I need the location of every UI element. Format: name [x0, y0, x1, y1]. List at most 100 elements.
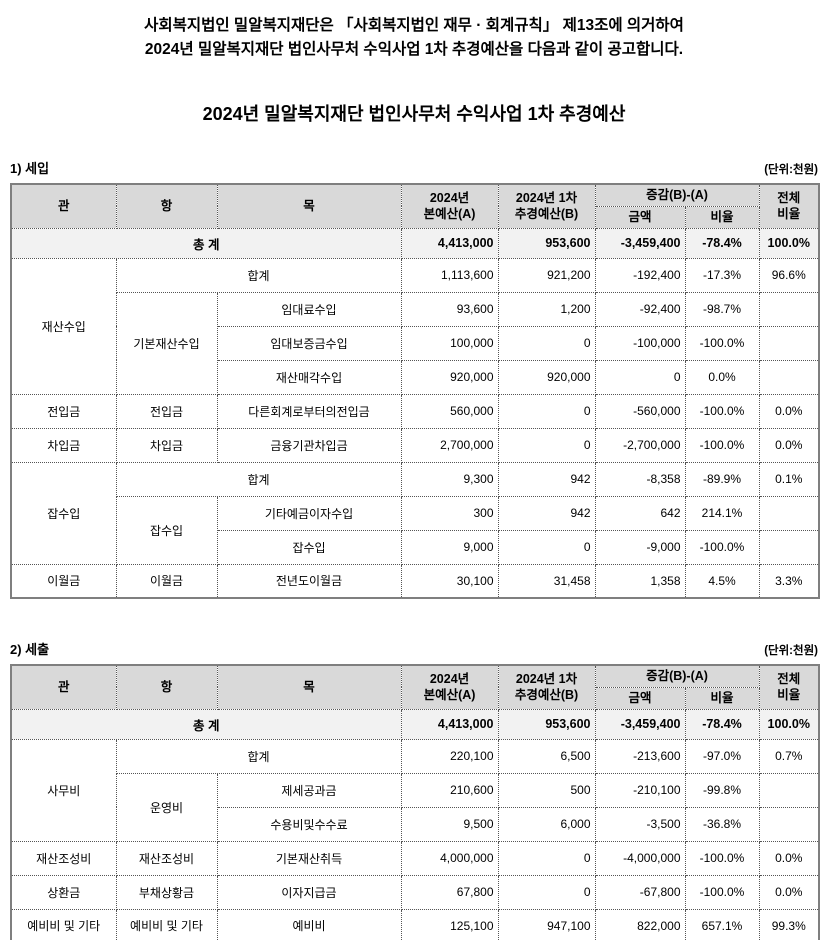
- header-cell: 금액: [594, 205, 686, 229]
- data-cell: 31,458: [497, 563, 596, 599]
- data-cell: 920,000: [497, 359, 596, 395]
- data-cell: 0.7%: [758, 738, 820, 774]
- data-cell: 0.0%: [758, 840, 820, 876]
- data-cell: 0.0%: [758, 393, 820, 429]
- data-cell: -2,700,000: [594, 427, 686, 463]
- header-cell: 증감(B)-(A): [594, 664, 760, 688]
- data-cell: 560,000: [400, 393, 499, 429]
- data-cell: -100.0%: [684, 427, 760, 463]
- data-cell: 125,100: [400, 908, 499, 940]
- data-cell: 100.0%: [758, 227, 820, 259]
- data-cell: 이월금: [115, 563, 218, 599]
- data-cell: 300: [400, 495, 499, 531]
- header-cell: 2024년 1차 추경예산(B): [497, 664, 596, 710]
- table-row: 기본재산수입 임대료수입 93,600 1,200 -92,400 -98.7%: [11, 291, 820, 395]
- table-row: 차입금 차입금 금융기관차입금 2,700,000 0 -2,700,000 -100.0%…: [10, 427, 820, 463]
- data-cell: -192,400: [594, 257, 686, 293]
- table-row: 재산조성비 재산조성비 기본재산취득 4,000,000 0 -4,000,000 -100…: [10, 840, 820, 876]
- data-cell: [758, 495, 820, 531]
- announcement-text: 사회복지법인 밀알복지재단은 「사회복지법인 재무 · 회계규칙」 제13조에 …: [10, 14, 818, 62]
- data-cell: 30,100: [400, 563, 499, 599]
- data-cell: 657.1%: [684, 908, 760, 940]
- data-cell: -100,000: [594, 325, 686, 361]
- data-cell: 921,200: [497, 257, 596, 293]
- header-cell: 증감(B)-(A): [594, 183, 760, 207]
- data-cell: 9,300: [400, 461, 499, 497]
- data-cell: 1,358: [594, 563, 686, 599]
- data-cell: -100.0%: [684, 325, 760, 361]
- data-cell: -100.0%: [684, 840, 760, 876]
- data-cell: -98.7%: [684, 291, 760, 327]
- data-cell: -36.8%: [684, 806, 760, 842]
- header-cell: 전체 비율: [758, 183, 820, 229]
- header-row: 금액 비율: [11, 205, 819, 229]
- expenditure-table: 관 항 목 2024년 본예산(A) 2024년 1차 추경예산(B) 증감(B)-(A)…: [10, 664, 820, 940]
- data-cell: 재산조성비: [10, 840, 117, 876]
- data-cell: 부채상황금: [115, 874, 218, 910]
- data-cell: 67,800: [400, 874, 499, 910]
- data-cell: 942: [497, 495, 596, 531]
- data-cell: 822,000: [594, 908, 686, 940]
- data-cell: 4,413,000: [400, 708, 499, 740]
- data-cell: 총 계: [10, 227, 402, 259]
- data-cell: 총 계: [10, 708, 402, 740]
- total-row: 총 계 4,413,000 953,600 -3,459,400 -78.4% 100.0…: [10, 227, 820, 259]
- data-cell: 0: [497, 840, 596, 876]
- data-cell: 500: [497, 772, 596, 808]
- header-cell: 목: [216, 183, 402, 229]
- data-cell: 6,000: [497, 806, 596, 842]
- data-cell: 942: [497, 461, 596, 497]
- header-cell: 항: [115, 183, 218, 229]
- table-row: 잡수입 합계 9,300 942 -8,358 -89.9% 0.1%: [10, 461, 820, 565]
- header-cell: 금액: [594, 686, 686, 710]
- data-cell: [758, 529, 820, 565]
- data-cell: -100.0%: [684, 874, 760, 910]
- header-cell: 관: [10, 183, 117, 229]
- data-cell: -100.0%: [684, 393, 760, 429]
- data-cell: 잡수입: [115, 495, 218, 565]
- data-cell: -8,358: [594, 461, 686, 497]
- table-row: 전입금 전입금 다른회계로부터의전입금 560,000 0 -560,000 -100.0%…: [10, 393, 820, 429]
- header-cell: 2024년 본예산(A): [400, 664, 499, 710]
- data-cell: 0: [497, 874, 596, 910]
- header-cell: 2024년 1차 추경예산(B): [497, 183, 596, 229]
- data-cell: 93,600: [400, 291, 499, 327]
- revenue-unit-label: (단위:천원): [764, 164, 818, 176]
- data-cell: 953,600: [497, 708, 596, 740]
- header-cell: 관: [10, 664, 117, 710]
- data-cell: 기타예금이자수입: [216, 495, 402, 531]
- data-cell: 기본재산수입: [115, 291, 218, 395]
- data-cell: -3,459,400: [594, 227, 686, 259]
- data-cell: 0.1%: [758, 461, 820, 497]
- data-cell: 차입금: [10, 427, 117, 463]
- data-cell: 임대료수입: [216, 291, 402, 327]
- header-cell: 목: [216, 664, 402, 710]
- data-cell: 96.6%: [758, 257, 820, 293]
- data-cell: 0: [497, 529, 596, 565]
- data-cell: 이월금: [10, 563, 117, 599]
- data-cell: 0: [594, 359, 686, 395]
- data-cell: 0: [497, 427, 596, 463]
- expenditure-section-label: 2) 세출: [10, 642, 50, 657]
- data-cell: 잡수입: [10, 461, 117, 565]
- data-cell: 잡수입: [216, 529, 402, 565]
- data-cell: 99.3%: [758, 908, 820, 940]
- data-cell: 100.0%: [758, 708, 820, 740]
- page-title: 2024년 밀알복지재단 법인사무처 수익사업 1차 추경예산: [202, 104, 626, 124]
- data-cell: 상환금: [10, 874, 117, 910]
- data-cell: 0.0%: [758, 427, 820, 463]
- data-cell: 합계: [115, 461, 402, 497]
- data-cell: 6,500: [497, 738, 596, 774]
- table-row: 잡수입 기타예금이자수입 300 942 642 214.1%: [11, 495, 820, 565]
- data-cell: -4,000,000: [594, 840, 686, 876]
- data-cell: 재산조성비: [115, 840, 218, 876]
- data-cell: 2,700,000: [400, 427, 499, 463]
- data-cell: 합계: [115, 257, 402, 293]
- data-cell: 3.3%: [758, 563, 820, 599]
- data-cell: 예비비 및 기타: [10, 908, 117, 940]
- data-cell: 1,200: [497, 291, 596, 327]
- data-cell: 4.5%: [684, 563, 760, 599]
- data-cell: 9,500: [400, 806, 499, 842]
- table-row: 임대보증금수입 100,000 0 -100,000 -100.0%: [11, 325, 820, 361]
